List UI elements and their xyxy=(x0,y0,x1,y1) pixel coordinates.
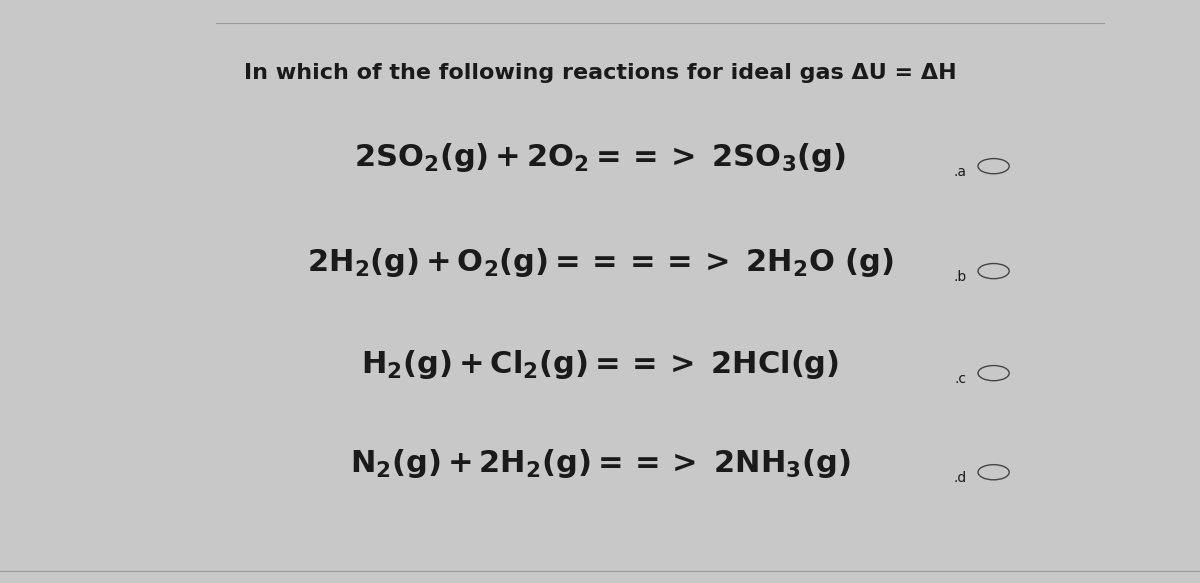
Text: .a: .a xyxy=(954,165,966,179)
Text: $\mathbf{2SO_2(g) + 2O_2{=}{=}{>}\ 2SO_3(g)}$: $\mathbf{2SO_2(g) + 2O_2{=}{=}{>}\ 2SO_3… xyxy=(354,141,846,174)
Text: .d: .d xyxy=(953,471,967,485)
Text: $\mathbf{2H_2(g)+O_2(g){=}{=}{=}{=}{>}\ 2H_2O\ (g)}$: $\mathbf{2H_2(g)+O_2(g){=}{=}{=}{=}{>}\ … xyxy=(307,246,893,279)
Text: .b: .b xyxy=(953,270,967,284)
Text: .c: .c xyxy=(954,372,966,386)
Text: $\mathbf{N_2(g) + 2H_2(g){=}{=}{>}\ 2NH_3(g)}$: $\mathbf{N_2(g) + 2H_2(g){=}{=}{>}\ 2NH_… xyxy=(349,447,851,480)
Text: $\mathbf{H_2(g)+Cl_2(g){=}{=}{>}\ 2HCl(g)}$: $\mathbf{H_2(g)+Cl_2(g){=}{=}{>}\ 2HCl(g… xyxy=(361,348,839,381)
Text: In which of the following reactions for ideal gas ΔU = ΔH: In which of the following reactions for … xyxy=(244,63,956,83)
